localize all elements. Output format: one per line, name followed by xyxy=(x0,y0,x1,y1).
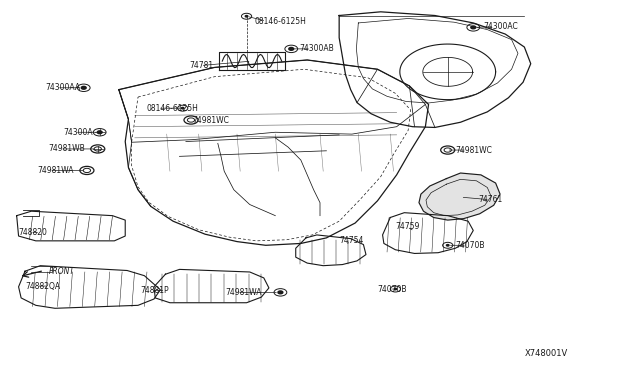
Text: 74781: 74781 xyxy=(189,61,213,70)
Circle shape xyxy=(394,288,397,290)
Text: 74981WB: 74981WB xyxy=(49,144,85,153)
Text: 08146-6125H: 08146-6125H xyxy=(255,17,307,26)
Text: 74300A: 74300A xyxy=(63,128,93,137)
Circle shape xyxy=(245,16,248,17)
Circle shape xyxy=(181,108,184,109)
Circle shape xyxy=(447,244,449,246)
Text: X748001V: X748001V xyxy=(524,349,568,358)
Circle shape xyxy=(81,86,86,89)
Circle shape xyxy=(289,48,294,50)
Text: 74759: 74759 xyxy=(396,222,420,231)
Text: 74981WA: 74981WA xyxy=(38,166,74,175)
Text: 74881P: 74881P xyxy=(140,286,168,295)
Text: 74300AB: 74300AB xyxy=(300,44,334,53)
Circle shape xyxy=(278,291,283,294)
Text: 74882QA: 74882QA xyxy=(25,282,60,291)
Text: 74761: 74761 xyxy=(478,195,502,204)
Circle shape xyxy=(97,131,102,134)
Text: 74981WC: 74981WC xyxy=(456,145,492,154)
Text: 74754: 74754 xyxy=(339,236,364,246)
Circle shape xyxy=(471,26,476,29)
Text: 74070B: 74070B xyxy=(378,285,407,294)
Polygon shape xyxy=(419,173,500,220)
Text: 74300AC: 74300AC xyxy=(483,22,518,31)
Text: 74981WC: 74981WC xyxy=(192,116,229,125)
Text: 74981WA: 74981WA xyxy=(225,288,262,297)
Text: FRONT: FRONT xyxy=(49,267,75,276)
Text: 74070B: 74070B xyxy=(456,241,485,250)
Text: 08146-6125H: 08146-6125H xyxy=(147,104,198,113)
Text: 748820: 748820 xyxy=(19,228,47,237)
Text: 74300AA: 74300AA xyxy=(45,83,81,92)
